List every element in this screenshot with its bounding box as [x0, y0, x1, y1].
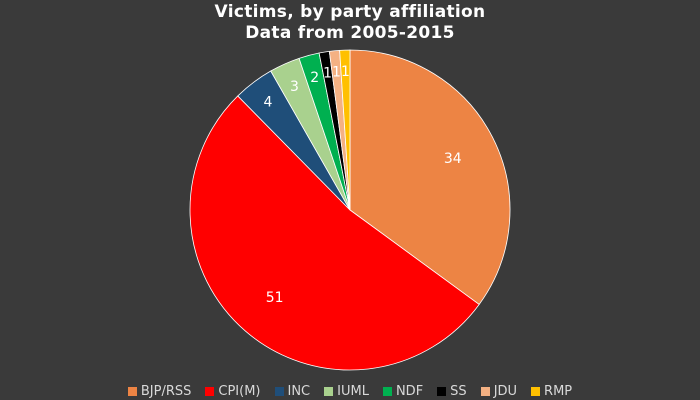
data-label-rmp: 1	[341, 64, 350, 80]
legend-label-ndf: NDF	[395, 383, 424, 399]
legend-swatch-ndf	[382, 386, 392, 396]
chart-title: Victims, by party affiliation	[214, 2, 486, 22]
legend-swatch-rmp	[531, 386, 541, 396]
legend-swatch-cpi-m	[205, 386, 215, 396]
legend-swatch-bjp-rss	[127, 386, 137, 396]
legend-item-inc: INC	[274, 383, 311, 399]
data-label-iuml: 3	[290, 79, 299, 95]
legend-item-jdu: JDU	[480, 383, 518, 399]
legend-swatch-jdu	[480, 386, 490, 396]
legend-item-rmp: RMP	[531, 384, 572, 399]
legend-label-iuml: IUML	[337, 383, 369, 399]
legend-label-jdu: JDU	[493, 383, 518, 399]
legend-item-bjp-rss: BJP/RSS	[127, 383, 192, 399]
legend-label-inc: INC	[287, 383, 311, 399]
legend-item-ss: SS	[437, 384, 467, 399]
legend-label-cpi-m: CPI(M)	[218, 383, 261, 399]
data-label-inc: 4	[263, 95, 272, 111]
pie-slice-cpi-m	[189, 95, 480, 371]
legend-swatch-iuml	[324, 386, 334, 396]
legend-label-bjp-rss: BJP/RSS	[140, 383, 192, 399]
data-label-ss: 1	[323, 66, 332, 82]
legend-label-rmp: RMP	[544, 383, 573, 399]
legend-item-cpi-m: CPI(M)	[205, 383, 261, 399]
legend-item-iuml: IUML	[324, 384, 369, 399]
chart-subtitle: Data from 2005-2015	[245, 23, 455, 43]
chart-legend: BJP/RSS CPI(M) INC IUML NDF SS JDU RMP	[0, 382, 700, 400]
pie-slice-rmp	[339, 49, 351, 211]
legend-swatch-inc	[274, 386, 284, 396]
data-label-bjp-rss: 34	[444, 151, 462, 167]
data-label-jdu: 1	[332, 64, 341, 80]
legend-label-ss: SS	[450, 383, 467, 399]
data-label-ndf: 2	[310, 70, 319, 86]
pie-slice-bjp-rss	[349, 49, 511, 306]
data-label-cpi-m: 51	[266, 290, 284, 306]
legend-swatch-ss	[437, 386, 447, 396]
legend-item-ndf: NDF	[382, 383, 424, 399]
chart-title-block: Victims, by party affiliation Data from …	[0, 2, 700, 44]
